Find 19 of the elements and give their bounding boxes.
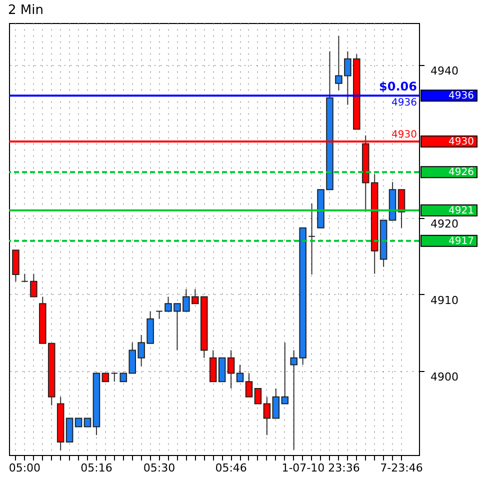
- ref-line-label: 4936: [448, 90, 474, 102]
- x-tick-label: 1-07-10 23:36: [282, 462, 360, 474]
- x-tick-label: 05:16: [80, 462, 112, 474]
- ref-line-label: 4917: [448, 236, 474, 247]
- ref-line-label: 4926: [448, 167, 474, 178]
- annotation: 4936: [392, 98, 417, 109]
- ref-line-label: 4921: [448, 205, 474, 216]
- y-tick-label: 4900: [430, 370, 458, 384]
- ref-line-label: 4930: [448, 136, 474, 148]
- y-tick-label: 4910: [430, 294, 458, 307]
- y-tick-label: 4920: [430, 217, 458, 230]
- x-tick-label: 05:00: [8, 462, 41, 474]
- x-tick-label: 05:46: [215, 462, 247, 474]
- x-tick-label: 7-23:46: [380, 462, 423, 474]
- chart-title: 2 Min: [8, 3, 44, 18]
- x-tick-label: 05:30: [143, 462, 176, 474]
- y-tick-label: 4940: [430, 64, 458, 78]
- annotation: 4930: [392, 130, 417, 141]
- annotation: $0.06: [379, 80, 417, 94]
